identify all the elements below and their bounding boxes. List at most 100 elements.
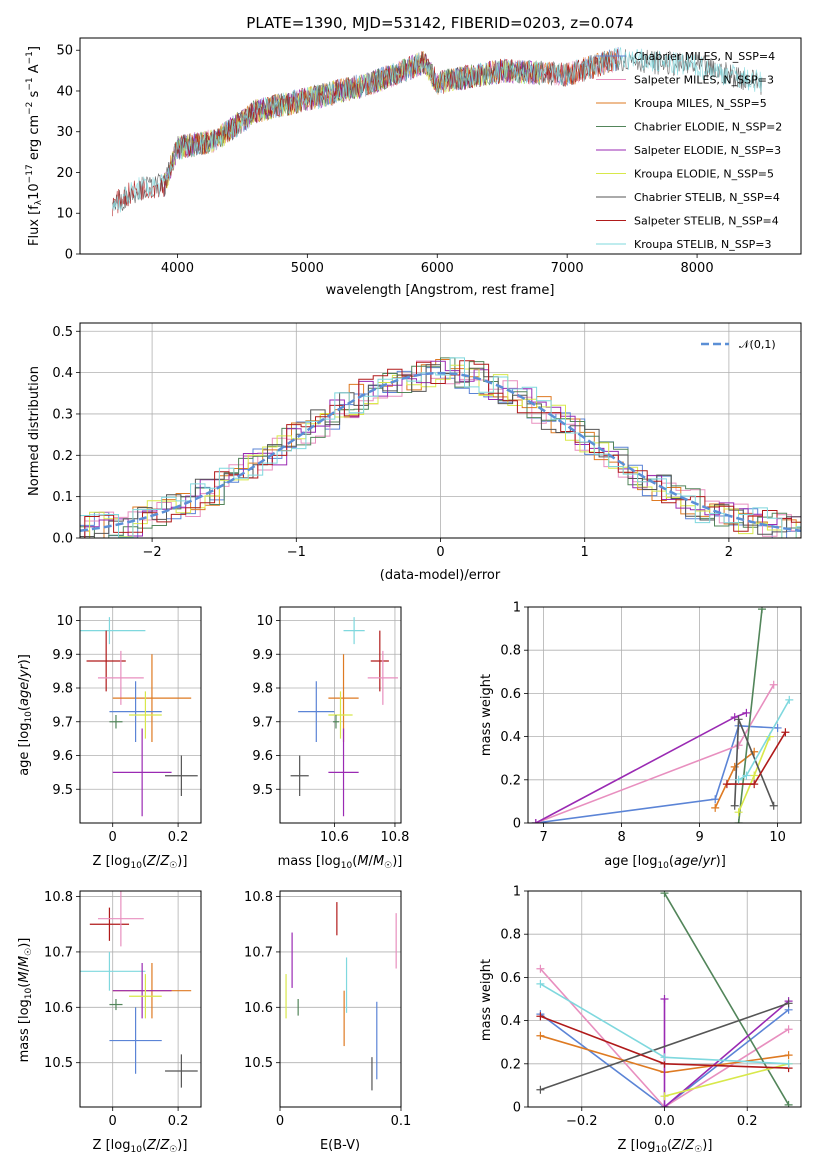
x-tick-label: −2 [143, 545, 162, 560]
y-tick-label: 9.6 [52, 749, 73, 764]
y-tick-label: 0.4 [500, 730, 521, 745]
error-bar-points [80, 617, 198, 817]
weight-marker [660, 1053, 669, 1062]
weight-series-line [540, 1002, 789, 1091]
legend-label: Chabrier STELIB, N_SSP=4 [634, 191, 780, 204]
histogram-series [80, 357, 801, 538]
histogram-x-axis-label: (data-model)/error [380, 568, 501, 583]
weight-marker [784, 1059, 793, 1068]
spectrum-series-line [112, 48, 620, 217]
data-point [129, 974, 162, 1019]
axes-frame [79, 322, 802, 539]
weight-marker [536, 964, 545, 973]
y-tick-label: 9.5 [52, 783, 73, 798]
mass-weight-vs-age-x-axis-label: age [log10(age/yr)] [604, 854, 726, 871]
weight-marker [536, 1031, 545, 1040]
y-tick-label: 40 [56, 84, 73, 99]
y-tick-label: 10 [56, 614, 73, 629]
x-tick-label: 0.2 [737, 1114, 758, 1129]
x-tick-label: 2 [725, 545, 733, 560]
data-point [109, 715, 123, 729]
weight-marker [784, 1025, 793, 1034]
x-tick-label: 0.2 [168, 830, 189, 845]
y-tick-label: 10.8 [244, 890, 273, 905]
age-vs-metallicity-x-axis-label: Z [log10(Z/Z☉)] [93, 854, 188, 871]
y-tick-label: 0.4 [52, 366, 73, 381]
x-tick-label: 5000 [291, 261, 324, 276]
mass-weight-vs-metallicity-y-axis-label: mass weight [479, 959, 494, 1041]
mass-vs-extinction-x-axis-label: E(B-V) [320, 1138, 360, 1153]
x-tick-label: 9 [695, 830, 703, 845]
x-tick-label: 1 [581, 545, 589, 560]
y-tick-label: 10.8 [44, 890, 73, 905]
weight-series-line [539, 1009, 790, 1107]
x-tick-label: 0 [436, 545, 444, 560]
age-vs-metallicity-y-axis-label: age [log10(age/yr)] [17, 654, 34, 776]
legend-label: Kroupa STELIB, N_SSP=3 [634, 238, 772, 251]
data-point [89, 907, 130, 941]
age-vs-mass-x-axis-label: mass [log10(M/M☉)] [278, 854, 403, 871]
y-tick-label: 10.6 [44, 1001, 73, 1016]
weight-series-line [664, 1063, 789, 1097]
x-tick-label: 0.0 [654, 1114, 675, 1129]
histogram-legend: 𝒩(0,1) [701, 338, 776, 351]
y-tick-label: 0 [65, 248, 73, 263]
histogram-series [80, 360, 801, 538]
error-bar-points [285, 902, 397, 1091]
weight-marker [531, 819, 540, 823]
error-bar-points [290, 617, 398, 817]
data-point [109, 999, 123, 1011]
y-tick-label: 9.6 [252, 749, 273, 764]
y-tick-label: 0 [513, 1101, 521, 1116]
data-point [328, 728, 359, 817]
weight-marker [769, 801, 778, 810]
weight-marker [750, 780, 759, 789]
weight-marker [734, 808, 743, 817]
age-vs-mass-plot-area: 10.6 10.8 9.5 9.6 9.7 9.8 9.9 10 [252, 606, 409, 845]
data-point [97, 891, 144, 947]
y-tick-label: 0.2 [500, 1057, 521, 1072]
y-tick-label: 0.1 [52, 490, 73, 505]
mass-weight-vs-metallicity-plot-area: −0.2 0.0 0.2 0 0.2 0.4 0.6 0.8 1 [500, 885, 802, 1129]
histogram-series [80, 364, 801, 538]
histogram-plot-area: −2 −1 0 1 2 0.0 0.1 0.2 0.3 0.4 0.5 𝒩(0,1) [52, 322, 802, 560]
y-tick-label: 9.8 [252, 682, 273, 697]
data-point [367, 650, 398, 705]
y-tick-label: 0.8 [500, 644, 521, 659]
weight-marker [742, 771, 751, 780]
data-point [343, 617, 365, 645]
weight-series-line [663, 999, 790, 1107]
y-tick-label: 9.9 [252, 648, 273, 663]
legend-label: Chabrier MILES, N_SSP=4 [634, 50, 775, 63]
x-tick-label: 10.6 [320, 830, 349, 845]
legend-label: Salpeter ELODIE, N_SSP=3 [634, 144, 781, 157]
y-tick-label: 10.5 [44, 1056, 73, 1071]
y-tick-label: 0.2 [500, 773, 521, 788]
y-tick-label: 30 [56, 125, 73, 140]
y-tick-label: 0.0 [52, 532, 73, 547]
data-point [370, 630, 389, 692]
weight-marker [536, 1085, 545, 1094]
y-tick-label: 10.5 [244, 1056, 273, 1071]
weight-marker [734, 741, 743, 750]
x-tick-label: 0.2 [168, 1114, 189, 1129]
legend-label: Salpeter MILES, N_SSP=3 [634, 74, 774, 87]
weight-marker [785, 695, 794, 704]
axes-frame [79, 890, 202, 1108]
weight-marker [660, 995, 669, 1003]
weight-marker [711, 803, 720, 812]
y-tick-label: 10.7 [44, 945, 73, 960]
y-tick-label: 20 [56, 166, 73, 181]
weight-marker [722, 780, 731, 789]
histogram-series [80, 360, 801, 538]
weight-marker [750, 771, 759, 780]
weight-marker [730, 801, 739, 810]
error-bar-points [80, 891, 198, 1088]
x-tick-label: 4000 [161, 261, 194, 276]
data-point [112, 963, 172, 1019]
weight-marker [536, 979, 545, 988]
y-tick-label: 9.7 [252, 715, 273, 730]
axes-frame [279, 606, 402, 824]
weight-marker [536, 1012, 545, 1021]
